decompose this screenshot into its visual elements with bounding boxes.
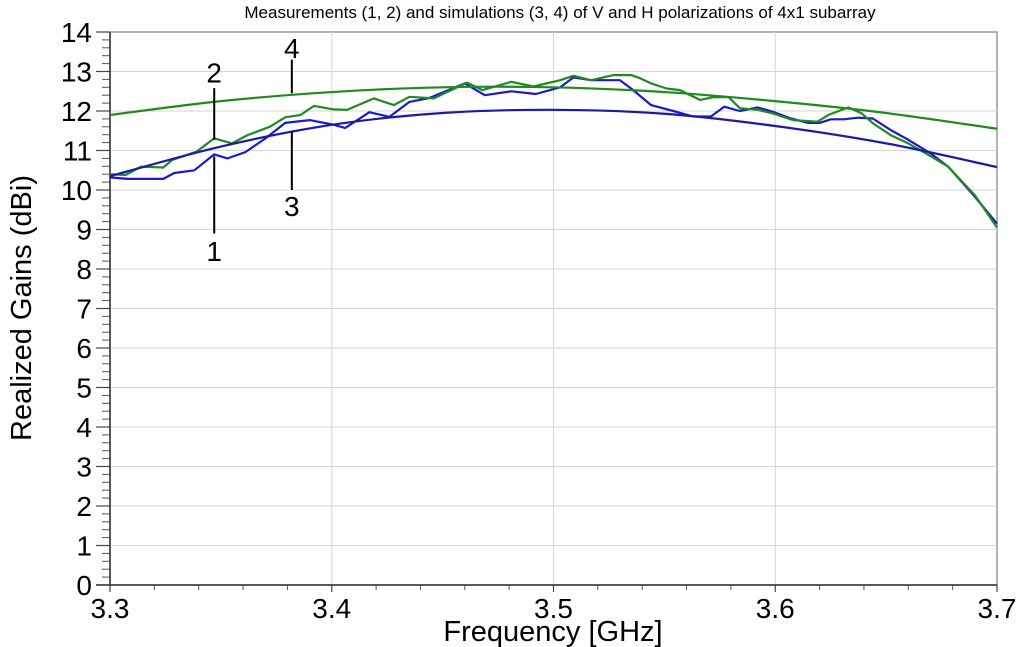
y-tick-label: 0 bbox=[76, 570, 92, 601]
y-tick-label: 9 bbox=[76, 215, 92, 246]
x-tick-label: 3.3 bbox=[91, 593, 130, 624]
y-tick-label: 2 bbox=[76, 491, 92, 522]
series-line-4 bbox=[109, 85, 998, 130]
x-tick-label: 3.6 bbox=[756, 593, 795, 624]
y-tick-label: 5 bbox=[76, 373, 92, 404]
y-tick-label: 6 bbox=[76, 333, 92, 364]
x-tick-label: 3.7 bbox=[978, 593, 1017, 624]
y-tick-label: 14 bbox=[61, 17, 92, 48]
series-group bbox=[109, 74, 998, 229]
annotation-label-1: 1 bbox=[206, 236, 222, 267]
annotation-label-3: 3 bbox=[284, 191, 300, 222]
chart-title: Measurements (1, 2) and simulations (3, … bbox=[244, 3, 876, 22]
y-tick-label: 8 bbox=[76, 254, 92, 285]
annotation-label-4: 4 bbox=[284, 33, 300, 64]
x-tick-label: 3.4 bbox=[312, 593, 351, 624]
y-tick-label: 4 bbox=[76, 412, 92, 443]
y-tick-label: 13 bbox=[61, 57, 92, 88]
x-axis-label: Frequency [GHz] bbox=[443, 616, 662, 647]
y-tick-label: 1 bbox=[76, 531, 92, 562]
y-axis-label: Realized Gains (dBi) bbox=[6, 175, 38, 441]
annotation-label-2: 2 bbox=[206, 57, 222, 88]
y-tick-label: 7 bbox=[76, 294, 92, 325]
grid bbox=[109, 31, 998, 586]
annotations: 1 2 3 4 bbox=[206, 33, 299, 267]
y-tick-label: 12 bbox=[61, 96, 92, 127]
series-line-3 bbox=[109, 108, 998, 178]
y-tick-label: 11 bbox=[63, 136, 92, 167]
y-tick-label: 3 bbox=[76, 452, 92, 483]
y-tick-label: 10 bbox=[61, 175, 92, 206]
x-tick-label: 3.5 bbox=[534, 593, 573, 624]
